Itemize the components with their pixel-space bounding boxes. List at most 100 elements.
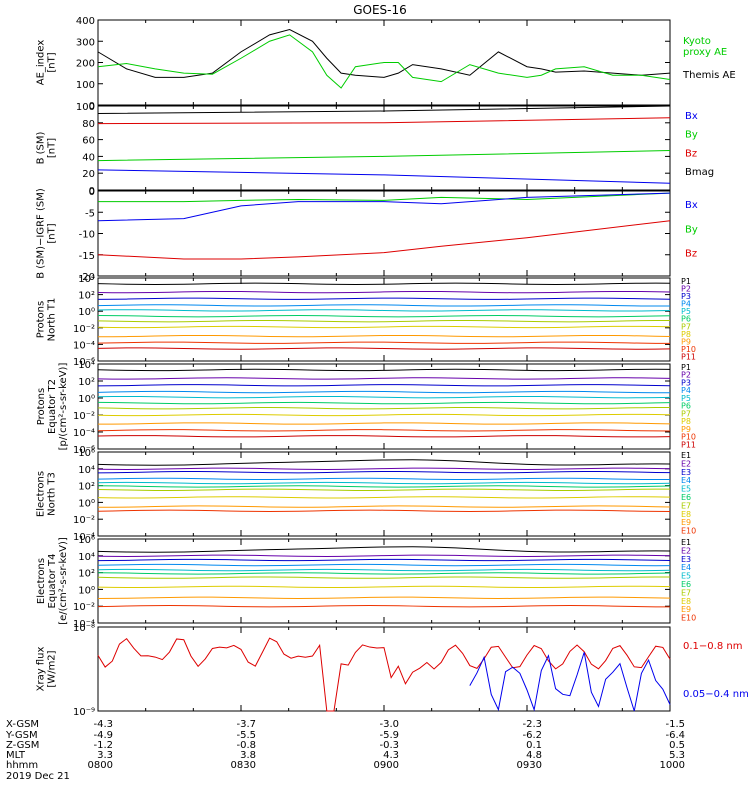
legend-entry: P11 xyxy=(681,440,696,449)
y-tick-label: 10² xyxy=(78,569,95,580)
channel-line-p11 xyxy=(97,435,671,438)
x-axis-row-label: X-GSM xyxy=(6,719,39,730)
plot-title: GOES-16 xyxy=(353,3,407,17)
y-tick-label: 10⁻⁴ xyxy=(73,619,95,630)
legend-entry: E8 xyxy=(681,597,691,606)
legend-entry: P1 xyxy=(681,363,691,372)
y-axis-label: [nT] xyxy=(47,52,58,72)
y-axis-label: B (SM) xyxy=(36,131,47,164)
channel-line-e8 xyxy=(97,496,671,499)
panel-frame-bigrf xyxy=(97,190,671,277)
x-axis-tick-hhmm: 0800 xyxy=(88,760,113,771)
channel-line-e8 xyxy=(97,585,671,589)
x-axis-tick-x-gsm: -3.7 xyxy=(236,719,256,730)
x-axis-tick-hhmm: 1000 xyxy=(660,760,685,771)
channel-line-p1 xyxy=(97,282,671,285)
series-line-bx xyxy=(97,169,671,184)
legend-entry: E5 xyxy=(681,485,691,494)
y-tick-label: 10⁶ xyxy=(78,448,95,459)
y-axis-label: Protons xyxy=(36,301,47,338)
y-tick-label: 60 xyxy=(82,136,95,147)
y-axis-label: B (SM)−IGRF (SM) xyxy=(36,188,47,279)
channel-line-e4 xyxy=(97,477,671,481)
channel-line-p7 xyxy=(97,407,671,410)
legend-entry: P5 xyxy=(681,394,691,403)
y-tick-label: 10⁰ xyxy=(78,307,95,318)
legend-entry: By xyxy=(685,130,698,141)
x-axis-tick-mlt: 3.8 xyxy=(240,750,256,761)
legend-entry: P5 xyxy=(681,307,691,316)
y-tick-label: 80 xyxy=(82,119,95,130)
legend-entry: E7 xyxy=(681,501,691,510)
channel-line-p1 xyxy=(97,368,671,372)
channel-line-e4 xyxy=(97,563,671,567)
y-tick-label: 10⁻⁹ xyxy=(73,707,95,718)
x-axis-tick-hhmm: 0900 xyxy=(374,760,399,771)
y-axis-label: AE_index xyxy=(36,40,47,86)
channel-line-e1 xyxy=(97,459,671,466)
y-tick-label: 10² xyxy=(78,377,95,388)
y-axis-label: North T1 xyxy=(47,298,58,342)
series-line-kyoto-proxy-ae xyxy=(97,34,671,89)
legend-entry: P10 xyxy=(681,433,696,442)
legend-entry: E2 xyxy=(681,459,691,468)
legend-entry: P7 xyxy=(681,322,691,331)
y-axis-label: [W/m2] xyxy=(47,650,58,687)
xray-series-long xyxy=(97,637,671,712)
y-tick-label: 10⁴ xyxy=(78,552,95,563)
channel-line-p2 xyxy=(97,377,671,380)
y-tick-label: 10⁴ xyxy=(78,465,95,476)
y-tick-label: 300 xyxy=(76,37,95,48)
legend-entry: E2 xyxy=(681,546,691,555)
legend-entry: P9 xyxy=(681,425,691,434)
y-tick-label: 10⁻⁸ xyxy=(73,623,95,634)
x-axis-tick-x-gsm: -2.3 xyxy=(522,719,542,730)
channel-line-e6 xyxy=(97,572,671,575)
x-axis-tick-mlt: 5.3 xyxy=(669,750,685,761)
x-axis-row-label: Y-GSM xyxy=(5,730,38,741)
legend-entry: proxy AE xyxy=(683,47,727,58)
panel-frame-b xyxy=(97,105,671,191)
y-tick-label: 10² xyxy=(78,291,95,302)
x-axis-tick-z-gsm: -1.2 xyxy=(93,740,113,751)
legend-entry: P10 xyxy=(681,345,696,354)
y-tick-label: 100 xyxy=(76,80,95,91)
channel-line-e5 xyxy=(97,568,671,572)
y-axis-label: [nT] xyxy=(47,138,58,158)
y-axis-label: Electrons xyxy=(36,471,47,517)
x-axis-tick-x-gsm: -1.5 xyxy=(665,719,685,730)
y-axis-label: Protons xyxy=(36,388,47,425)
channel-line-e2 xyxy=(97,554,671,557)
legend-entry: E3 xyxy=(681,555,691,564)
channel-line-p10 xyxy=(97,429,671,432)
series-line-bz xyxy=(97,117,671,125)
y-tick-label: -20 xyxy=(79,272,95,283)
y-tick-label: 0 xyxy=(89,187,95,198)
legend-entry: E9 xyxy=(681,605,691,614)
channel-line-p5 xyxy=(97,395,671,399)
y-axis-label: [nT] xyxy=(47,223,58,243)
legend-entry: P2 xyxy=(681,371,691,380)
x-axis-row-label: MLT xyxy=(6,750,26,761)
series-line-bmag xyxy=(97,105,671,115)
channel-line-p9 xyxy=(97,422,671,425)
y-tick-label: 400 xyxy=(76,16,95,27)
legend-entry: Themis AE xyxy=(682,70,736,81)
legend-entry: By xyxy=(685,224,698,235)
legend-entry: Bx xyxy=(685,111,698,122)
y-tick-label: 10⁴ xyxy=(78,360,95,371)
y-tick-label: 10⁻² xyxy=(73,515,95,526)
y-tick-label: 100 xyxy=(76,102,95,113)
legend-entry: P7 xyxy=(681,409,691,418)
legend-entry: E5 xyxy=(681,572,691,581)
y-tick-label: 10⁻⁶ xyxy=(73,445,95,456)
legend-entry: E4 xyxy=(681,563,691,572)
y-tick-label: 0 xyxy=(89,186,95,197)
series-line-by xyxy=(97,150,671,162)
x-axis-tick-y-gsm: -6.2 xyxy=(522,730,542,741)
channel-line-e7 xyxy=(97,488,671,491)
y-tick-label: 200 xyxy=(76,59,95,70)
channel-line-e9 xyxy=(97,596,671,599)
